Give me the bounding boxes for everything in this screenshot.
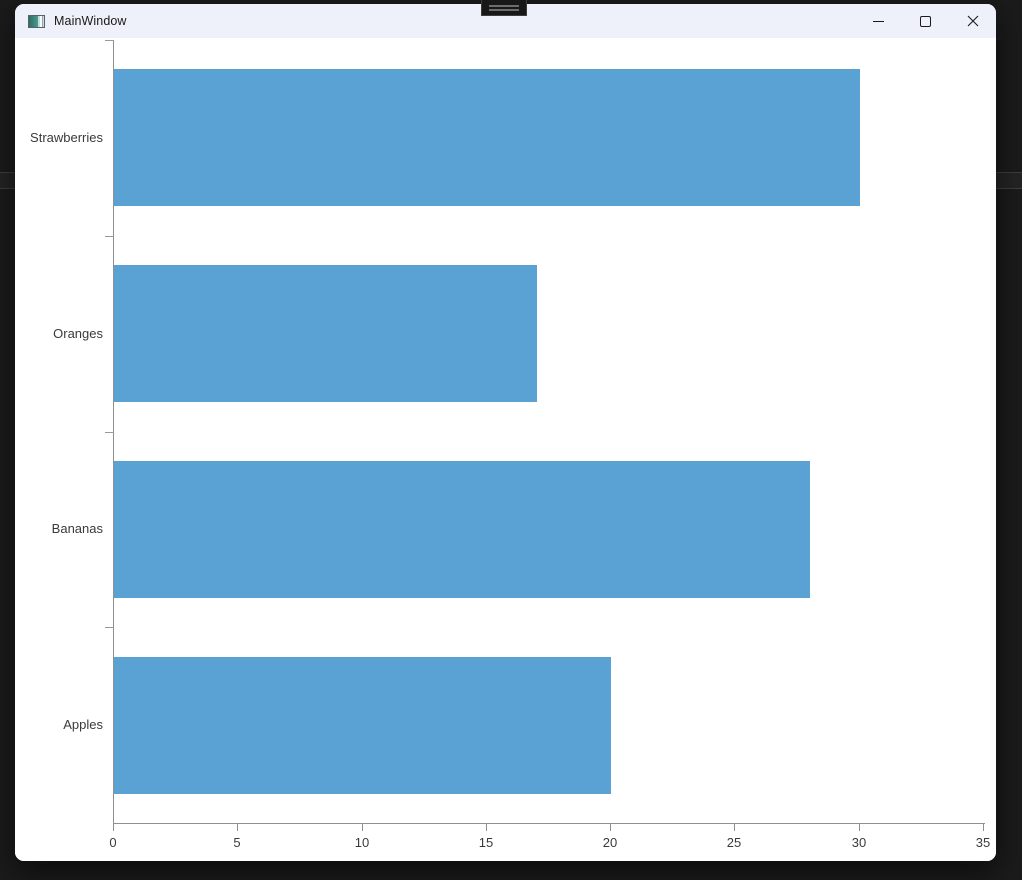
x-axis-tick-label: 15	[478, 835, 494, 850]
x-axis-tick	[610, 824, 611, 831]
x-axis-tick-label: 35	[975, 835, 991, 850]
grip-line-icon	[489, 4, 519, 7]
window-title: MainWindow	[54, 14, 127, 28]
x-axis-tick	[237, 824, 238, 831]
category-axis-tick	[105, 627, 114, 628]
category-label: Apples	[63, 717, 103, 732]
category-axis-tick	[105, 40, 114, 41]
x-axis-tick-label: 0	[109, 835, 117, 850]
app-window: MainWindow Strawberries Oranges Bananas App…	[15, 4, 996, 861]
app-window-icon	[28, 14, 45, 28]
x-axis-tick	[859, 824, 860, 831]
x-axis-line	[113, 823, 985, 824]
window-controls	[855, 4, 996, 38]
bar-bananas	[114, 461, 810, 598]
category-axis-tick	[105, 432, 114, 433]
bar-apples	[114, 657, 611, 794]
chart-area: Strawberries Oranges Bananas Apples 0 5 10 15 20…	[15, 38, 996, 861]
x-axis-tick-label: 30	[851, 835, 867, 850]
category-label: Oranges	[53, 326, 103, 341]
maximize-icon	[920, 15, 931, 27]
close-button[interactable]	[949, 4, 996, 38]
minimize-icon	[873, 20, 884, 22]
category-label: Bananas	[51, 521, 103, 536]
category-label: Strawberries	[30, 130, 103, 145]
bar-oranges	[114, 265, 537, 402]
screen-grip-handle[interactable]	[481, 0, 527, 16]
x-axis-tick	[113, 824, 114, 831]
x-axis-tick	[983, 824, 984, 831]
minimize-button[interactable]	[855, 4, 902, 38]
bar-strawberries	[114, 69, 860, 206]
x-axis-tick	[362, 824, 363, 831]
y-axis-line	[113, 40, 114, 823]
category-axis-tick	[105, 236, 114, 237]
x-axis-tick-label: 20	[602, 835, 618, 850]
close-icon	[967, 15, 978, 27]
x-axis-tick	[734, 824, 735, 831]
x-axis-tick	[486, 824, 487, 831]
grip-line-icon	[489, 8, 519, 11]
x-axis-tick-label: 5	[233, 835, 241, 850]
x-axis-tick-label: 10	[354, 835, 370, 850]
x-axis-tick-label: 25	[726, 835, 742, 850]
maximize-button[interactable]	[902, 4, 949, 38]
